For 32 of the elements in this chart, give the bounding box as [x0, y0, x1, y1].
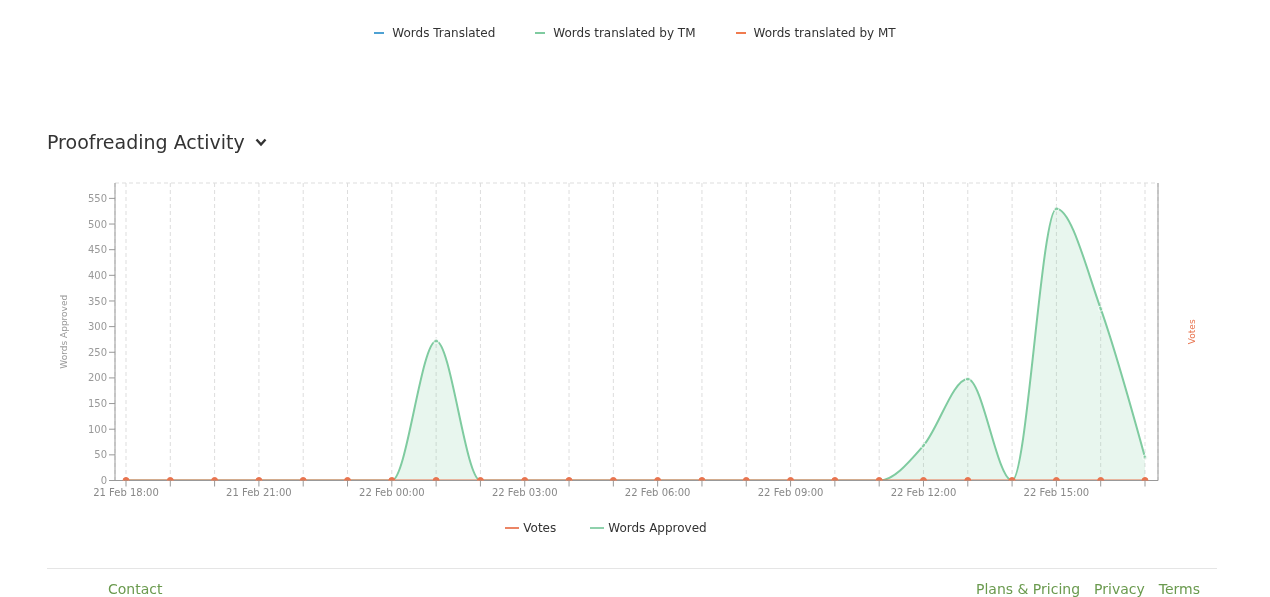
x-tick-label: 22 Feb 00:00 — [359, 486, 425, 498]
text: Plans & Pricing — [975, 581, 1081, 597]
y-tick-label: 0 — [100, 475, 107, 487]
legend-label: Words Approved — [608, 520, 707, 535]
y-tick-label: 50 — [94, 449, 107, 461]
x-tick-label: 21 Feb 21:00 — [226, 486, 292, 498]
legend-label: Words translated by MT — [753, 26, 896, 40]
y-tick-label: 250 — [87, 346, 107, 358]
y-tick-label: 450 — [87, 244, 107, 256]
y-axis-title: Words Approved — [59, 294, 70, 369]
text: Privacy — [1094, 581, 1145, 597]
y-tick-label: 550 — [87, 192, 107, 204]
x-tick-label: 22 Feb 03:00 — [491, 486, 558, 498]
y-tick-label: 150 — [87, 398, 107, 410]
legend-label: Votes — [523, 520, 557, 535]
x-tick-label: 22 Feb 06:00 — [624, 486, 691, 498]
y-tick-label: 300 — [87, 321, 107, 333]
y-tick-label: 200 — [87, 372, 107, 384]
x-tick-label: 22 Feb 15:00 — [1023, 486, 1090, 498]
text: Terms — [1158, 581, 1200, 597]
legend-label: Words translated by TM — [553, 26, 696, 40]
y-tick-label: 500 — [87, 218, 107, 230]
y-tick-label: 100 — [87, 423, 107, 435]
y2-axis-title: Votes — [1187, 319, 1198, 345]
x-tick-label: 21 Feb 18:00 — [93, 486, 159, 498]
chart-title: Proofreading Activity — [47, 131, 245, 153]
y-tick-label: 350 — [87, 295, 107, 307]
legend-label: Words Translated — [392, 26, 496, 40]
x-tick-label: 22 Feb 12:00 — [890, 486, 957, 498]
y-tick-label: 400 — [87, 269, 107, 281]
text: Contact — [108, 581, 163, 597]
x-tick-label: 22 Feb 09:00 — [757, 486, 824, 498]
